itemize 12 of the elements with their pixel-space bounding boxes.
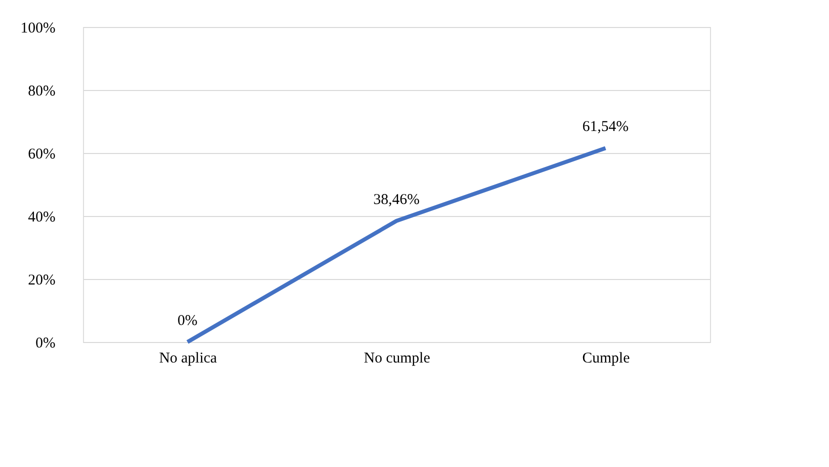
x-tick-label: Cumple [582, 350, 630, 366]
y-tick-label: 20% [28, 272, 56, 288]
y-tick-label: 80% [28, 84, 56, 100]
text: 61,54% [582, 119, 629, 136]
x-tick-label: No aplica [159, 350, 218, 366]
text: 0% [178, 313, 198, 329]
x-tick-label: No cumple [364, 350, 430, 366]
y-tick-label: 60% [28, 146, 56, 162]
y-tick-label: 40% [28, 210, 56, 226]
y-tick-label: 0% [36, 336, 56, 352]
text: 38,46% [373, 192, 420, 208]
y-tick-label: 100% [20, 20, 56, 36]
